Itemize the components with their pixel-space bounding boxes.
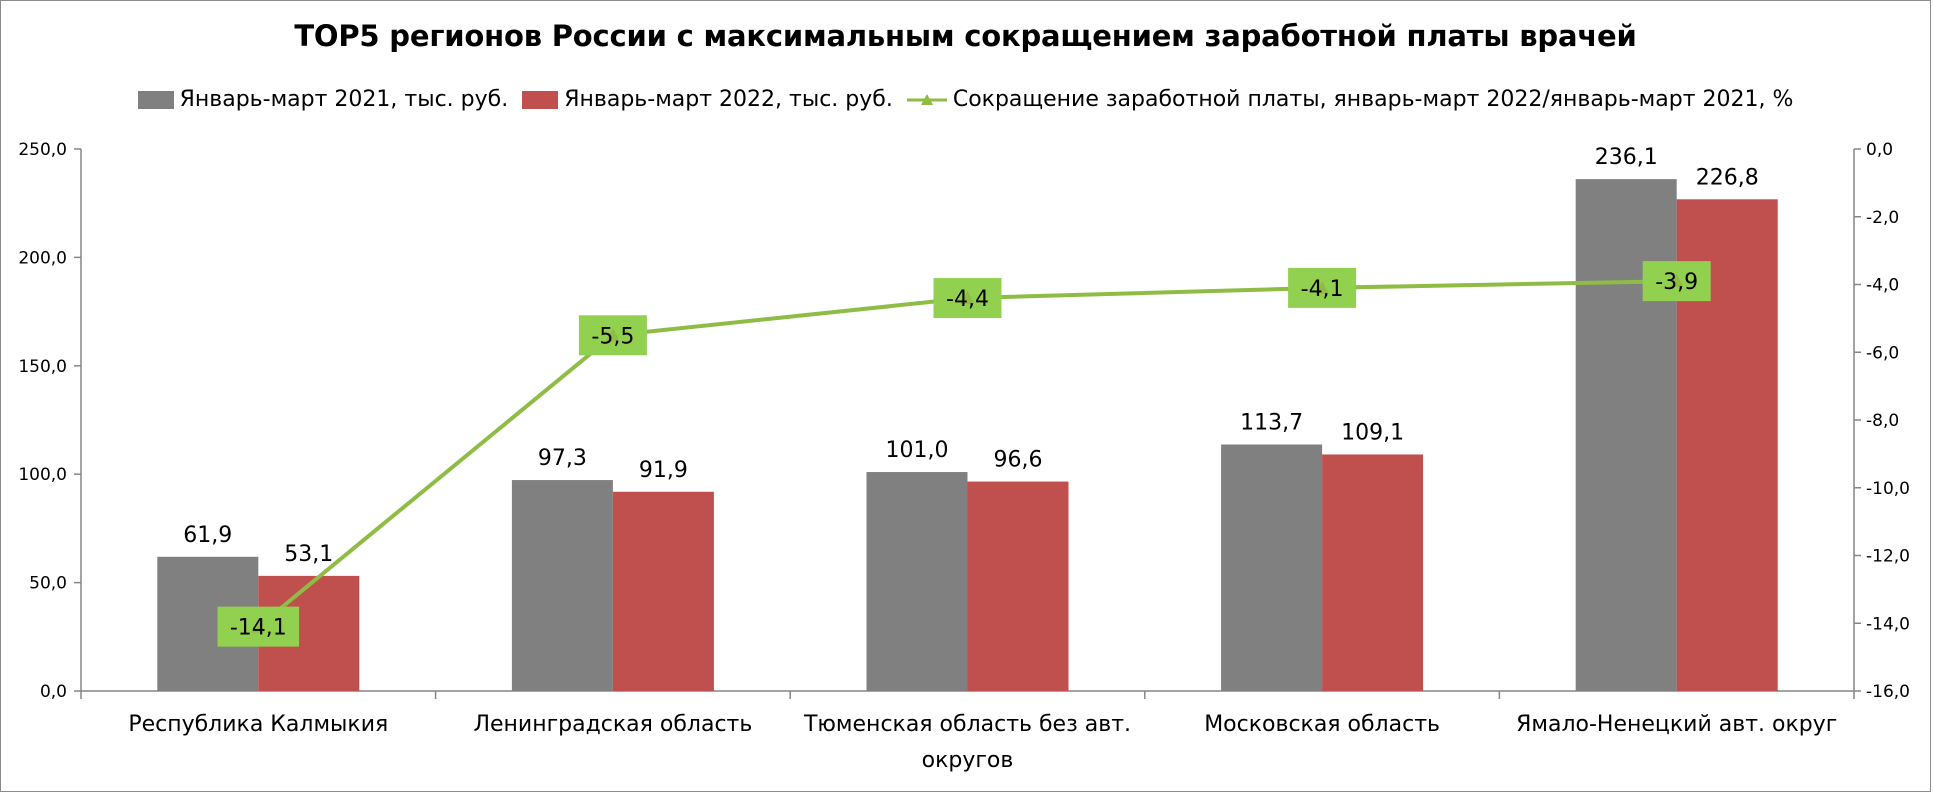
y-right-tick-label: -10,0 [1866,479,1910,499]
bar-label-2022: 53,1 [284,542,333,567]
decrease-point-label: -5,5 [591,324,634,349]
bar-label-2021: 61,9 [183,523,232,548]
bar-2021 [511,480,613,691]
y-right-tick-label: -2,0 [1866,208,1899,228]
decrease-point-label: -4,1 [1301,277,1344,302]
x-category-label: округов [922,748,1014,773]
decrease-point-marker [1315,280,1330,294]
decrease-point-marker [605,328,620,342]
y-left-tick-label: 100,0 [18,465,67,485]
bar-label-2022: 91,9 [639,458,688,483]
y-left-tick-label: 0,0 [40,682,67,702]
y-right-tick-label: -4,0 [1866,276,1899,296]
decrease-point-marker [960,291,975,305]
bar-2021 [1221,444,1323,691]
legend-swatch-2022 [522,90,559,109]
legend-label-2022: Январь-март 2022, тыс. руб. [564,87,893,112]
bar-2022 [612,491,714,691]
bar-label-2021: 113,7 [1240,410,1303,435]
bar-label-2021: 97,3 [538,446,587,471]
x-category-label: Московская область [1204,712,1440,737]
legend-label-2021: Январь-март 2021, тыс. руб. [179,87,509,112]
bar-2021 [866,472,968,691]
y-right-tick-label: -16,0 [1866,682,1910,702]
y-left-tick-label: 200,0 [18,248,67,268]
y-right-tick-label: -6,0 [1866,343,1899,363]
decrease-point-label: -3,9 [1655,270,1698,295]
y-right-tick-label: -8,0 [1866,411,1899,431]
x-category-label: Тюменская область без авт. [803,712,1131,737]
x-category-label: Республика Калмыкия [128,712,388,737]
y-right-tick-label: 0,0 [1866,140,1893,160]
decrease-point-marker [1669,274,1684,288]
y-left-tick-label: 150,0 [18,357,67,377]
legend-item-2022: Январь-март 2022, тыс. руб. [522,87,893,112]
bar-2022 [967,481,1069,691]
legend-label-decrease: Сокращение заработной платы, январь-март… [952,87,1794,112]
decrease-point-marker [251,619,266,633]
y-left-tick-label: 50,0 [29,574,67,594]
y-right-tick-label: -14,0 [1866,614,1910,634]
bar-label-2021: 101,0 [886,438,949,463]
bar-2021 [1575,179,1677,691]
legend-swatch-2021 [137,90,174,109]
y-left-tick-label: 250,0 [18,140,67,160]
bar-label-2021: 236,1 [1595,145,1658,170]
bar-label-2022: 96,6 [994,448,1043,473]
decrease-point-label: -4,4 [946,287,989,312]
bar-label-2022: 226,8 [1696,165,1759,190]
x-category-label: Ямало-Ненецкий авт. округ [1516,712,1837,737]
chart-title: TOP5 регионов России с максимальным сокр… [294,19,1637,53]
legend-item-2021: Январь-март 2021, тыс. руб. [137,87,509,112]
legend-line-marker-icon [906,91,947,109]
x-category-label: Ленинградская область [473,712,752,737]
legend-item-decrease: Сокращение заработной платы, январь-март… [906,87,1794,112]
bar-label-2022: 109,1 [1341,420,1404,445]
y-right-tick-label: -12,0 [1866,547,1910,567]
chart-legend: Январь-март 2021, тыс. руб. Январь-март … [1,87,1930,112]
bar-2022 [1322,454,1424,691]
decrease-point-label: -14,1 [230,616,287,641]
